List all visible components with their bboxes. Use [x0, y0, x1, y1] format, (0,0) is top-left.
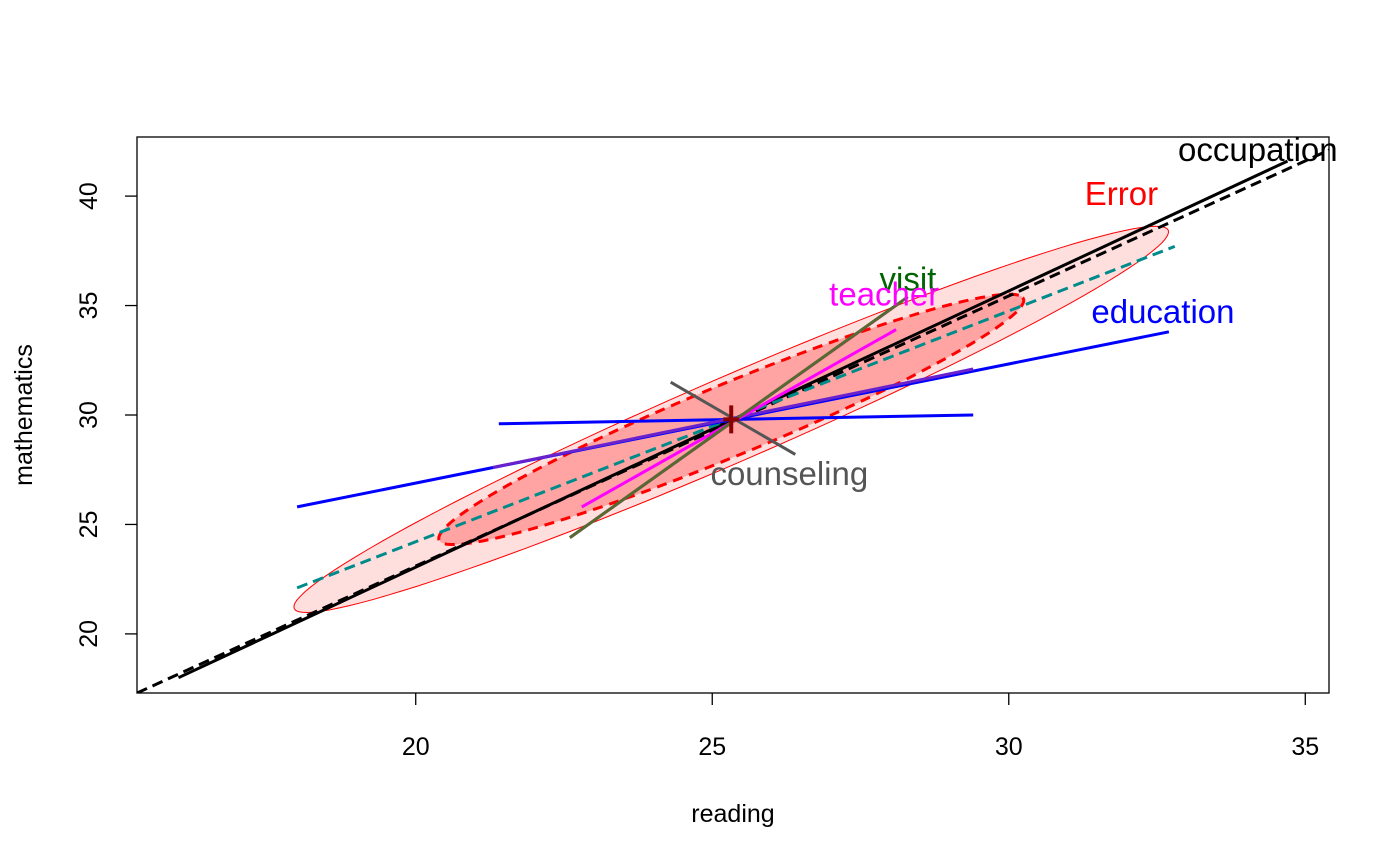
x-tick-label-20: 20: [402, 733, 430, 761]
x-axis-title: reading: [691, 800, 774, 828]
label-error: Error: [1085, 175, 1158, 212]
label-counseling: counseling: [710, 455, 868, 492]
y-tick-label-25: 25: [75, 511, 103, 539]
y-tick-label-35: 35: [75, 292, 103, 320]
center-marker: [723, 405, 740, 434]
x-tick-label-30: 30: [995, 733, 1023, 761]
y-tick-label-40: 40: [75, 182, 103, 210]
x-tick-label-25: 25: [698, 733, 726, 761]
y-tick-label-20: 20: [75, 620, 103, 648]
label-visit: visit: [880, 260, 937, 297]
y-tick-label-30: 30: [75, 401, 103, 429]
label-education: education: [1091, 293, 1234, 330]
label-teacher: teacher: [829, 276, 939, 313]
counseling-line-2: [296, 245, 1176, 590]
label-occupation: occupation: [1178, 131, 1338, 168]
y-axis-title: mathematics: [10, 344, 38, 486]
y-axis: 20 25 30 35 40: [75, 182, 137, 648]
x-axis: 20 25 30 35: [402, 693, 1319, 761]
x-tick-label-35: 35: [1291, 733, 1319, 761]
visit-line-8: [569, 295, 909, 539]
